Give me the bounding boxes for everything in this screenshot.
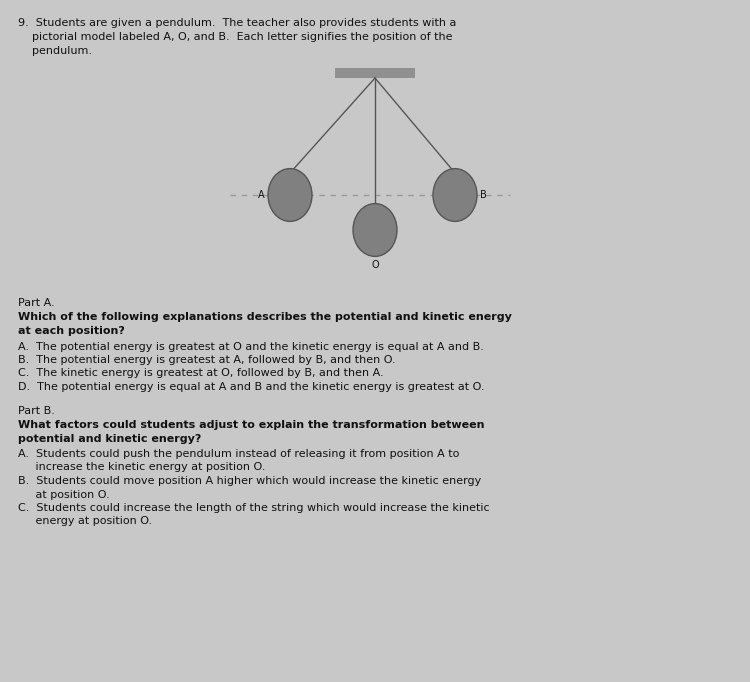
- Text: at position O.: at position O.: [18, 490, 110, 499]
- Text: A: A: [258, 190, 265, 200]
- Text: Which of the following explanations describes the potential and kinetic energy: Which of the following explanations desc…: [18, 312, 512, 323]
- Text: A.  Students could push the pendulum instead of releasing it from position A to: A. Students could push the pendulum inst…: [18, 449, 459, 459]
- Text: A.  The potential energy is greatest at O and the kinetic energy is equal at A a: A. The potential energy is greatest at O…: [18, 342, 484, 351]
- Text: Part A.: Part A.: [18, 298, 55, 308]
- Text: pendulum.: pendulum.: [18, 46, 92, 56]
- Text: 9.  Students are given a pendulum.  The teacher also provides students with a: 9. Students are given a pendulum. The te…: [18, 18, 456, 28]
- Text: pictorial model labeled A, O, and B.  Each letter signifies the position of the: pictorial model labeled A, O, and B. Eac…: [18, 32, 452, 42]
- Text: C.  The kinetic energy is greatest at O, followed by B, and then A.: C. The kinetic energy is greatest at O, …: [18, 368, 383, 379]
- FancyBboxPatch shape: [335, 68, 415, 78]
- Ellipse shape: [433, 168, 477, 222]
- Text: D.  The potential energy is equal at A and B and the kinetic energy is greatest : D. The potential energy is equal at A an…: [18, 382, 484, 392]
- Ellipse shape: [353, 204, 397, 256]
- Text: C.  Students could increase the length of the string which would increase the ki: C. Students could increase the length of…: [18, 503, 490, 513]
- Text: Part B.: Part B.: [18, 406, 55, 415]
- Text: potential and kinetic energy?: potential and kinetic energy?: [18, 434, 201, 443]
- Text: B: B: [480, 190, 487, 200]
- Text: increase the kinetic energy at position O.: increase the kinetic energy at position …: [18, 462, 266, 473]
- Text: What factors could students adjust to explain the transformation between: What factors could students adjust to ex…: [18, 420, 484, 430]
- Text: O: O: [371, 260, 379, 270]
- Text: energy at position O.: energy at position O.: [18, 516, 152, 527]
- Text: at each position?: at each position?: [18, 326, 125, 336]
- Text: B.  Students could move position A higher which would increase the kinetic energ: B. Students could move position A higher…: [18, 476, 482, 486]
- Ellipse shape: [268, 168, 312, 222]
- Text: B.  The potential energy is greatest at A, followed by B, and then O.: B. The potential energy is greatest at A…: [18, 355, 396, 365]
